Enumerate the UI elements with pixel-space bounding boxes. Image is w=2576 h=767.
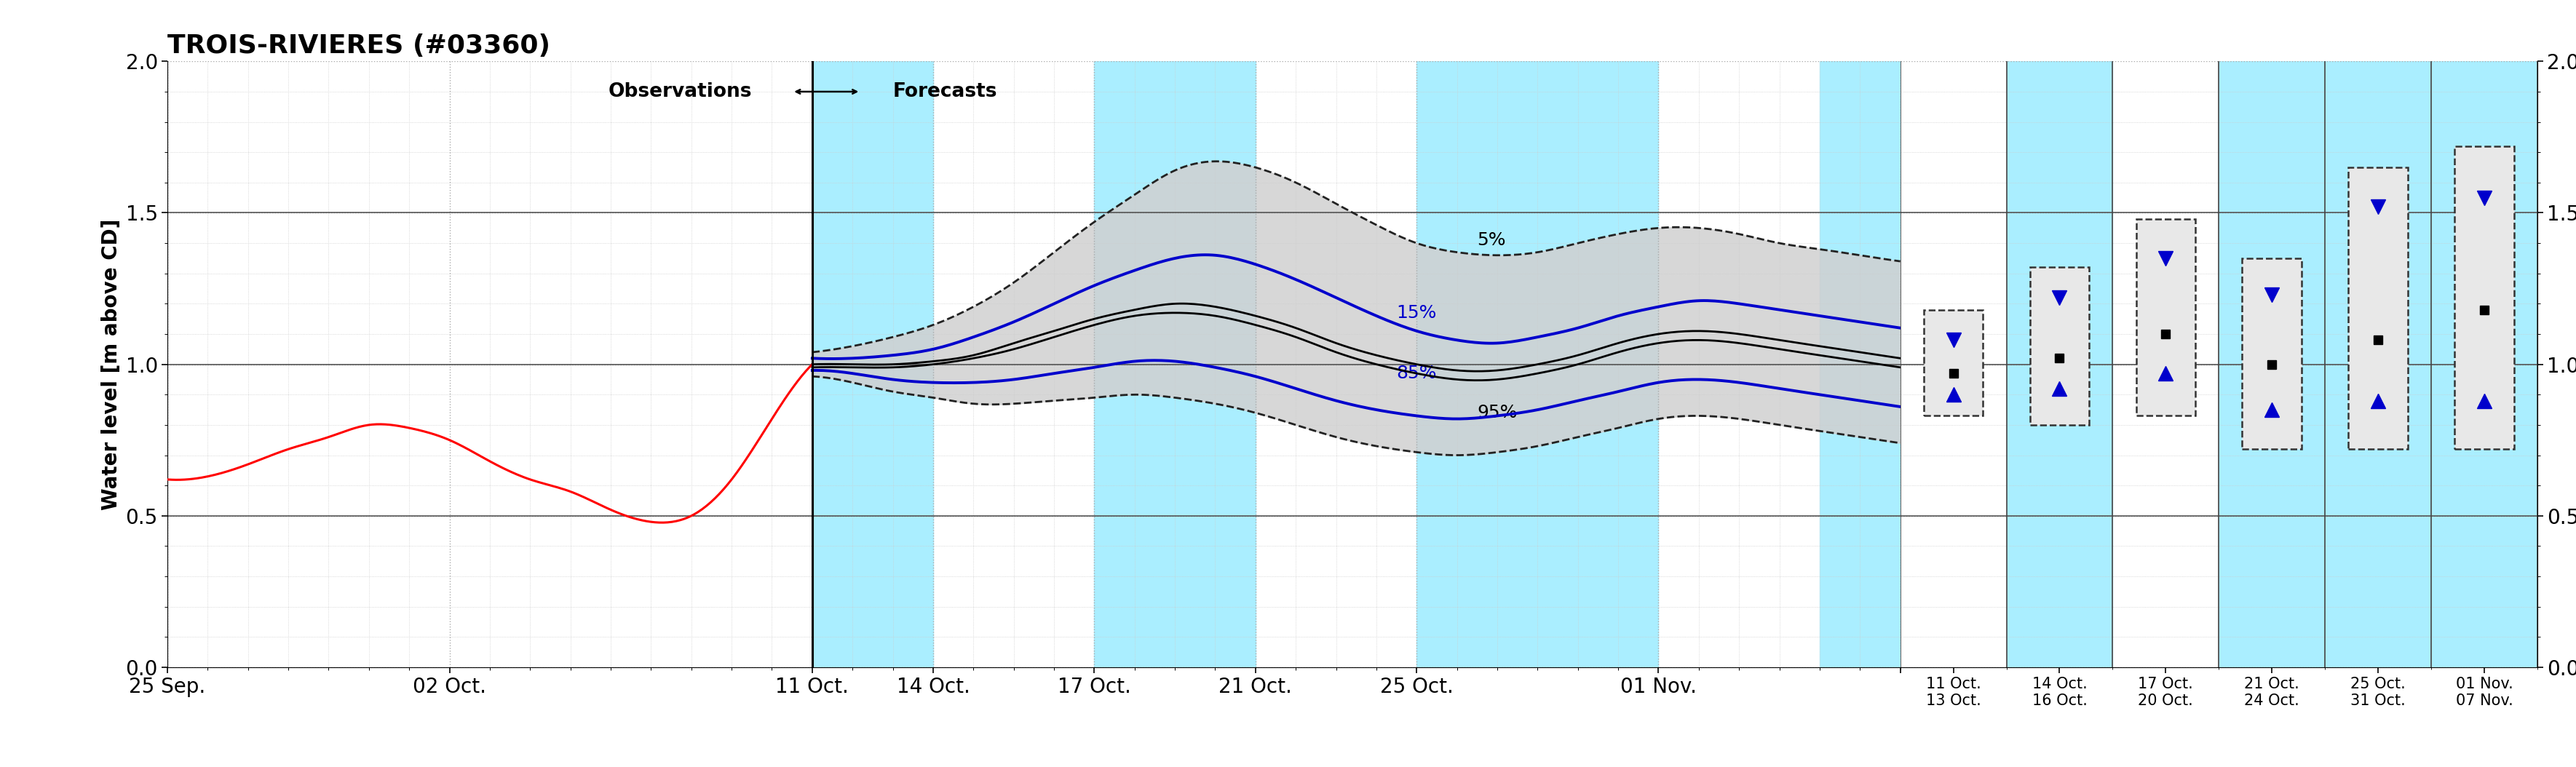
Text: 5%: 5%	[1476, 232, 1507, 249]
Text: 15%: 15%	[1396, 304, 1437, 321]
Bar	[2218, 61, 2326, 667]
Y-axis label: Water level [m above CD]: Water level [m above CD]	[100, 219, 121, 510]
Bar	[2455, 146, 2514, 449]
Bar	[2030, 268, 2089, 425]
Text: TROIS-RIVIERES (#03360): TROIS-RIVIERES (#03360)	[167, 34, 551, 58]
Bar	[2241, 258, 2300, 449]
Text: Forecasts: Forecasts	[894, 82, 997, 101]
Bar	[2136, 219, 2195, 416]
Bar	[1924, 310, 1984, 416]
Bar	[2007, 61, 2112, 667]
Text: 95%: 95%	[1476, 404, 1517, 422]
Bar	[1417, 61, 1659, 667]
Bar	[2326, 61, 2432, 667]
Text: Observations: Observations	[608, 82, 752, 101]
Bar	[2349, 167, 2409, 449]
Text: 85%: 85%	[1396, 364, 1437, 382]
Bar	[2432, 61, 2537, 667]
Bar	[1095, 61, 1255, 667]
Bar	[811, 61, 933, 667]
Bar	[1819, 61, 1901, 667]
